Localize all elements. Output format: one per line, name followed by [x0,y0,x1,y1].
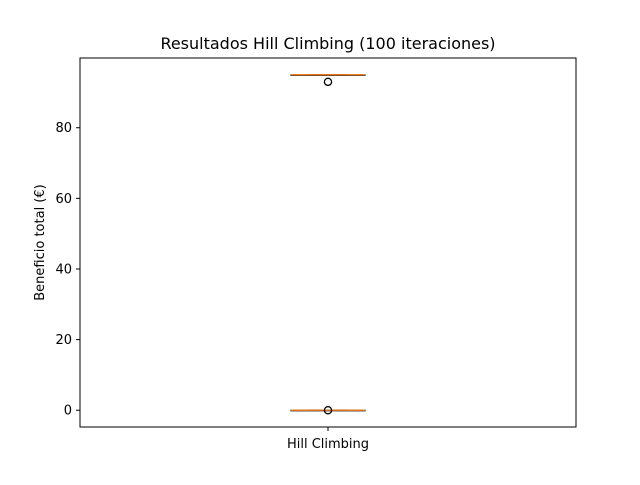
chart-title: Resultados Hill Climbing (100 iteracione… [160,34,495,53]
outlier-point [323,77,333,87]
y-tick-label: 20 [55,333,72,348]
y-tick-label: 60 [55,192,72,207]
x-tick-label: Hill Climbing [287,437,369,452]
x-axis: Hill Climbing [287,427,369,452]
y-tick-label: 80 [55,121,72,136]
y-axis-label: Beneficio total (€) [33,184,48,300]
y-tick-label: 40 [55,262,72,277]
y-axis: 0 20 40 60 80 [55,121,80,419]
y-tick-label: 0 [64,404,72,419]
plot-layer [290,74,366,415]
outlier-point [323,405,333,415]
